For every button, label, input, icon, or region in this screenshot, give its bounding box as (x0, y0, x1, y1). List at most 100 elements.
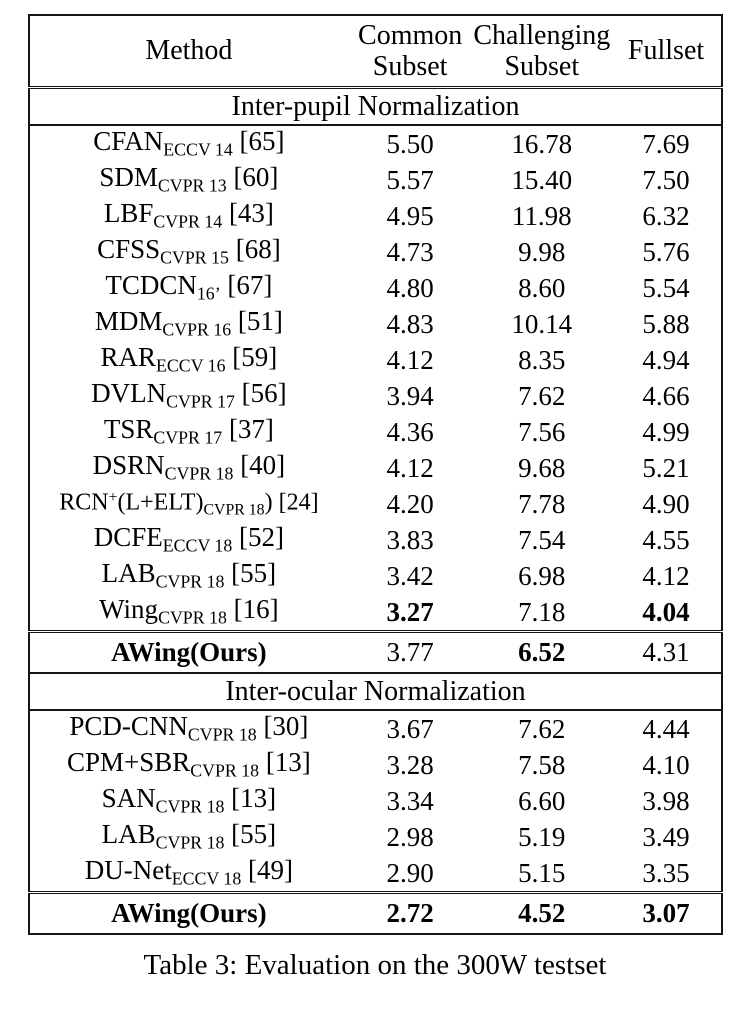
value-cell: 7.58 (518, 749, 566, 780)
method-name-text: Wing (99, 594, 159, 625)
method-name-text: LAB (101, 819, 156, 850)
method-name-text: [13] (224, 783, 277, 814)
method-name-text: CPM+SBR (66, 747, 191, 778)
value-cell: 3.77 (347, 630, 473, 673)
table-body: Inter-pupil Normalization CFANECCV 14 [65… (29, 86, 722, 934)
value-cell: 7.62 (518, 380, 566, 411)
value-cell: 4.55 (642, 524, 690, 555)
table-row: PCD-CNNCVPR 18 [30] 3.67 7.62 4.44 (29, 710, 722, 747)
value-cell: 4.12 (642, 560, 690, 591)
table-caption: Table 3: Evaluation on the 300W testset (143, 949, 607, 981)
section-title: Inter-pupil Normalization (29, 86, 722, 126)
method-venue-subscript: ECCV 18 (171, 868, 242, 889)
value-cell: 6.60 (518, 785, 566, 816)
value-cell: 4.12 (386, 452, 434, 483)
method-venue-subscript: CVPR 17 (166, 391, 235, 412)
method-name-text: TCDCN (105, 270, 197, 301)
value-cell: 3.83 (386, 524, 434, 555)
value-cell: 6.32 (642, 200, 690, 231)
method-name-text: CFSS (97, 234, 161, 265)
method-cell: LABCVPR 18 [55] (29, 558, 348, 594)
method-cell: SDMCVPR 13 [60] (29, 162, 348, 198)
method-venue-subscript: CVPR 18 (203, 501, 265, 519)
method-name-text: [43] (222, 198, 274, 229)
table-row: DCFEECCV 18 [52] 3.83 7.54 4.55 (29, 522, 722, 558)
table-row: LABCVPR 18 [55] 2.98 5.19 3.49 (29, 819, 722, 855)
table-row: RCN+(L+ELT)CVPR 18) [24] 4.20 7.78 4.90 (29, 486, 722, 522)
method-cell: WingCVPR 18 [16] (29, 594, 348, 632)
value-cell: 4.83 (386, 308, 434, 339)
value-cell: 3.49 (642, 821, 690, 852)
column-header-challenging-subset: Challenging Subset (472, 15, 612, 89)
method-cell: AWing(Ours) (29, 630, 348, 673)
table-row: RARECCV 16 [59] 4.12 8.35 4.94 (29, 342, 722, 378)
table-row: LABCVPR 18 [55] 3.42 6.98 4.12 (29, 558, 722, 594)
method-venue-subscript: CVPR 17 (153, 427, 223, 448)
method-name-text: SDM (99, 162, 158, 193)
value-cell: 7.69 (642, 128, 690, 159)
table-row: TSRCVPR 17 [37] 4.36 7.56 4.99 (29, 414, 722, 450)
table-row: DVLNCVPR 17 [56] 3.94 7.62 4.66 (29, 378, 722, 414)
method-venue-subscript: CVPR 18 (158, 607, 227, 628)
method-venue-subscript: CVPR 18 (155, 571, 225, 592)
section-header-row: Inter-ocular Normalization (29, 672, 722, 711)
method-name-text: [37] (222, 414, 274, 445)
value-cell: 3.98 (642, 785, 690, 816)
value-cell: 3.07 (611, 891, 722, 934)
method-name-text: DCFE (93, 522, 163, 553)
value-cell: 7.18 (518, 596, 566, 627)
value-cell: 5.88 (642, 308, 690, 339)
method-name-text: AWing(Ours) (111, 898, 267, 928)
method-venue-subscript: 16’ (196, 283, 221, 304)
method-venue-subscript: CVPR 18 (155, 796, 225, 817)
value-cell: 5.50 (386, 128, 434, 159)
value-cell: 16.78 (511, 128, 573, 159)
table-row: MDMCVPR 16 [51] 4.83 10.14 5.88 (29, 306, 722, 342)
method-cell: MDMCVPR 16 [51] (29, 306, 348, 342)
method-cell: SANCVPR 18 [13] (29, 783, 348, 819)
method-name-text: CFAN (93, 126, 164, 157)
table-row: TCDCN16’ [67] 4.80 8.60 5.54 (29, 270, 722, 306)
method-cell: PCD-CNNCVPR 18 [30] (29, 710, 348, 747)
value-cell: 5.54 (642, 272, 690, 303)
method-cell: CPM+SBRCVPR 18 [13] (29, 747, 348, 783)
table-row: AWing(Ours) 3.77 6.52 4.31 (29, 630, 722, 673)
table-header: Method Common Subset Challenging Subset … (29, 15, 722, 89)
method-name-text: ) [24] (264, 489, 319, 516)
method-name-text: (L+ELT) (117, 489, 204, 516)
value-cell: 7.56 (518, 416, 566, 447)
method-name-text: [13] (259, 747, 311, 778)
column-header-fullset: Fullset (611, 15, 722, 89)
value-cell: 6.52 (472, 630, 612, 673)
value-cell: 3.27 (386, 596, 434, 627)
value-cell: 4.73 (386, 236, 434, 267)
method-venue-subscript: ECCV 18 (162, 535, 233, 556)
value-cell: 6.98 (518, 560, 566, 591)
value-cell: 8.35 (518, 344, 566, 375)
method-cell: CFANECCV 14 [65] (29, 125, 348, 162)
method-name-text: PCD-CNN (69, 711, 188, 742)
table-row: SDMCVPR 13 [60] 5.57 15.40 7.50 (29, 162, 722, 198)
method-name-text: DSRN (92, 450, 165, 481)
method-name-text: TSR (103, 414, 154, 445)
method-venue-subscript: CVPR 16 (162, 319, 232, 340)
method-cell: LBFCVPR 14 [43] (29, 198, 348, 234)
method-cell: RCN+(L+ELT)CVPR 18) [24] (29, 486, 348, 522)
method-name-text: LAB (101, 558, 156, 589)
value-cell: 3.67 (386, 713, 434, 744)
table-row: CFANECCV 14 [65] 5.50 16.78 7.69 (29, 125, 722, 162)
value-cell: 5.76 (642, 236, 690, 267)
table-row: SANCVPR 18 [13] 3.34 6.60 3.98 (29, 783, 722, 819)
method-venue-subscript: CVPR 18 (187, 724, 257, 745)
method-name-text: [55] (224, 558, 277, 589)
table-row: DSRNCVPR 18 [40] 4.12 9.68 5.21 (29, 450, 722, 486)
method-name-text: [67] (220, 270, 273, 301)
method-cell: LABCVPR 18 [55] (29, 819, 348, 855)
method-venue-subscript: CVPR 18 (164, 463, 234, 484)
value-cell: 3.28 (386, 749, 434, 780)
method-name-text: [51] (231, 306, 283, 337)
method-name-text: [60] (226, 162, 279, 193)
value-cell: 7.62 (518, 713, 566, 744)
method-cell: DU-NetECCV 18 [49] (29, 855, 348, 893)
value-cell: 5.15 (518, 857, 566, 888)
